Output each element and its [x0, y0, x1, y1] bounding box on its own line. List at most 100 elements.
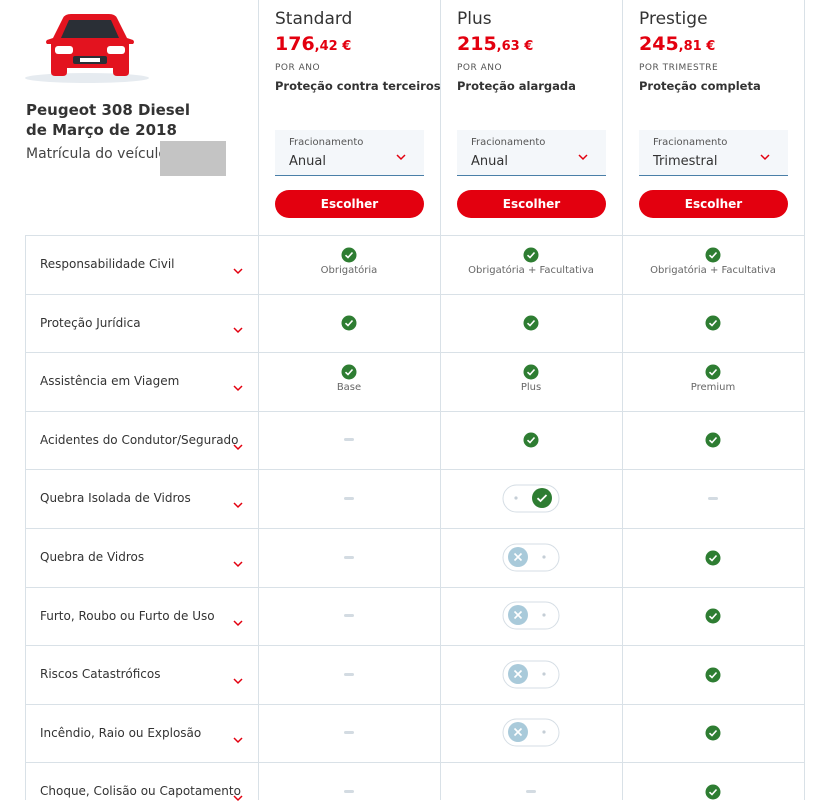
- included-check: [705, 784, 721, 804]
- coverage-note: Obrigatória: [320, 265, 378, 276]
- not-included: [344, 672, 354, 676]
- row-divider: [25, 469, 804, 471]
- toggle-on[interactable]: [502, 484, 560, 518]
- row-expand-icon: [233, 268, 243, 275]
- row-expand[interactable]: [232, 261, 244, 280]
- row-expand[interactable]: [232, 437, 244, 456]
- row-expand[interactable]: [232, 495, 244, 514]
- row-expand-icon: [233, 327, 243, 333]
- row-divider: [25, 703, 804, 705]
- row-divider: [25, 645, 804, 647]
- coverage-label: Quebra Isolada de Vidros: [40, 491, 191, 506]
- row-divider: [25, 528, 804, 529]
- row-expand-icon: [233, 502, 243, 509]
- toggle-off[interactable]: [502, 543, 560, 577]
- included-check-icon: [705, 725, 721, 741]
- row-divider: [25, 762, 804, 764]
- toggle-off-icon: [502, 718, 560, 747]
- plan-period: POR ANO: [275, 63, 321, 73]
- column-divider: [622, 0, 623, 800]
- included-check-icon: [705, 784, 721, 800]
- payment-select[interactable]: Fracionamento Anual: [275, 130, 424, 176]
- coverage-label: Acidentes do Condutor/Segurado: [40, 432, 239, 447]
- not-included: [344, 555, 354, 559]
- included-check: [341, 315, 357, 335]
- included-check: [705, 247, 721, 267]
- included-check: [523, 432, 539, 452]
- toggle-off[interactable]: [502, 718, 560, 752]
- toggle-off[interactable]: [502, 601, 560, 635]
- select-value: Trimestral: [653, 154, 718, 169]
- choose-button[interactable]: Escolher: [275, 190, 424, 218]
- included-check-icon: [341, 247, 357, 263]
- plan-name: Prestige: [639, 9, 708, 29]
- coverage-label: Riscos Catastróficos: [40, 667, 161, 682]
- coverage-label: Furto, Roubo ou Furto de Uso: [40, 608, 215, 623]
- row-divider: [25, 293, 804, 295]
- not-included: [708, 496, 718, 500]
- price-integer: 245: [639, 33, 679, 55]
- toggle-off[interactable]: [502, 660, 560, 694]
- included-check-icon: [705, 432, 721, 448]
- plan-period: POR ANO: [457, 63, 503, 73]
- row-expand-icon: [233, 385, 243, 392]
- included-check-icon: [705, 315, 721, 331]
- plan-coverage: Proteção completa: [639, 79, 761, 93]
- row-expand-icon: [233, 795, 243, 802]
- coverage-label: Choque, Colisão ou Capotamento: [40, 784, 241, 799]
- included-check: [523, 247, 539, 267]
- row-divider: [25, 235, 804, 236]
- coverage-note: Base: [336, 382, 362, 394]
- row-expand[interactable]: [232, 671, 244, 690]
- vehicle-model: Peugeot 308 Diesel: [26, 101, 190, 119]
- select-chevron: [577, 147, 589, 166]
- not-included: [344, 731, 354, 735]
- plate-label: Matrícula do veículo:: [26, 146, 172, 162]
- included-check-icon: [523, 247, 539, 263]
- included-check-icon: [705, 667, 721, 683]
- plate-redacted: [160, 141, 226, 176]
- payment-select[interactable]: Fracionamento Anual: [457, 130, 606, 176]
- coverage-note: Obrigatória + Facultativa: [650, 265, 776, 276]
- included-check-icon: [705, 247, 721, 263]
- row-expand[interactable]: [232, 788, 244, 807]
- select-value: Anual: [471, 154, 508, 169]
- row-expand[interactable]: [232, 320, 244, 339]
- included-check: [341, 247, 357, 267]
- select-value: Anual: [289, 154, 326, 169]
- toggle-off-icon: [502, 543, 560, 571]
- row-divider: [25, 352, 804, 354]
- row-expand-icon: [233, 444, 243, 450]
- row-expand[interactable]: [232, 613, 244, 632]
- row-expand-icon: [233, 678, 243, 685]
- included-check-icon: [341, 364, 357, 380]
- car-image: [25, 14, 149, 83]
- row-divider: [25, 586, 804, 588]
- price-decimal: ,42 €: [314, 39, 352, 54]
- coverage-label: Responsabilidade Civil: [40, 257, 175, 271]
- plan-coverage: Proteção alargada: [457, 79, 576, 93]
- included-check: [705, 315, 721, 335]
- included-check-icon: [705, 608, 721, 624]
- included-check-icon: [523, 432, 539, 448]
- coverage-note: Plus: [520, 382, 542, 394]
- row-expand[interactable]: [232, 554, 244, 573]
- row-expand[interactable]: [232, 730, 244, 749]
- table-left-border: [25, 235, 26, 800]
- choose-button[interactable]: Escolher: [457, 190, 606, 218]
- included-check: [341, 364, 357, 384]
- included-check-icon: [523, 315, 539, 331]
- included-check: [705, 432, 721, 452]
- coverage-label: Assistência em Viagem: [40, 374, 180, 389]
- payment-select[interactable]: Fracionamento Trimestral: [639, 130, 788, 176]
- row-expand-icon: [233, 737, 243, 743]
- plan-period: POR TRIMESTRE: [639, 63, 719, 73]
- included-check: [705, 608, 721, 628]
- row-expand[interactable]: [232, 378, 244, 397]
- choose-button[interactable]: Escolher: [639, 190, 788, 218]
- not-included: [344, 496, 354, 500]
- included-check: [705, 667, 721, 687]
- included-check: [705, 364, 721, 384]
- coverage-label: Proteção Jurídica: [40, 315, 141, 330]
